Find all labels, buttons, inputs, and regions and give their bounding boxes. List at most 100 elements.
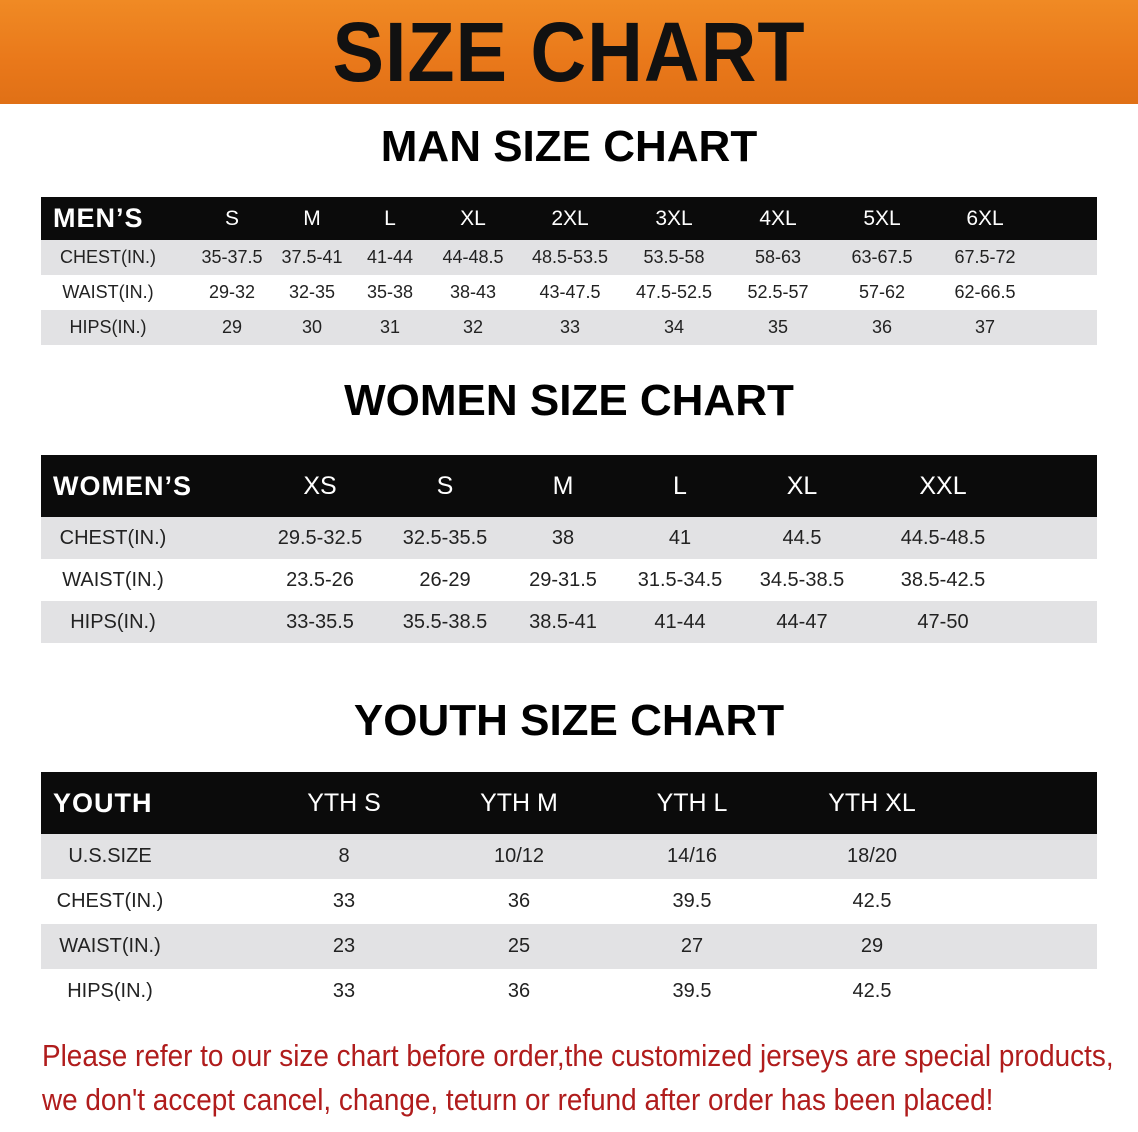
measurement-cell: 36	[507, 890, 531, 912]
measurement-cell: 44-48.5	[442, 247, 504, 267]
men-size-table: MEN’S S M L XL 2XL 3XL 4XL 5XL 6XL CHEST(IN.) 35-37…	[41, 197, 1097, 345]
measurement-cell: 47-50	[917, 610, 969, 633]
measurement-cell: 27	[680, 935, 704, 957]
table-row: WAIST(IN.) 23.5-26 26-29 29-31.5 31.5-34.5 34…	[41, 559, 1097, 601]
measurement-cell: 58-63	[754, 247, 802, 267]
notice-line-2: we don't accept cancel, change, teturn o…	[42, 1082, 994, 1117]
measurement-cell: 67.5-72	[954, 247, 1016, 267]
youth-size-table: YOUTH YTH S YTH M YTH L YTH XL U.S.SIZE 8 10/12…	[41, 772, 1097, 1014]
table-row: WAIST(IN.) 23 25 27 29	[41, 924, 1097, 969]
row-label: CHEST(IN.)	[60, 247, 156, 267]
size-column-header: 3XL	[655, 206, 693, 230]
measurement-cell: 23	[332, 935, 356, 957]
banner-title: SIZE CHART	[332, 4, 806, 99]
size-column-header: S	[436, 471, 454, 500]
measurement-cell: 29	[221, 317, 243, 337]
size-column-header: YTH L	[656, 788, 728, 817]
men-section-title: MAN SIZE CHART	[380, 122, 758, 171]
measurement-cell: 53.5-58	[643, 247, 705, 267]
women-size-table: WOMEN’S XS S M L XL XXL CHEST(IN.) 29.5-32.5 32.5…	[41, 455, 1097, 643]
measurement-cell: 52.5-57	[747, 282, 809, 302]
size-column-header: YTH M	[480, 788, 558, 817]
measurement-cell: 39.5	[672, 890, 712, 912]
table-header-label: MEN’S	[53, 203, 144, 233]
row-label: WAIST(IN.)	[59, 935, 161, 957]
measurement-cell: 38	[551, 526, 575, 549]
row-label: WAIST(IN.)	[62, 282, 154, 302]
measurement-cell: 42.5	[852, 980, 892, 1002]
measurement-cell: 38.5-41	[529, 610, 597, 633]
table-header-label: WOMEN’S	[53, 470, 192, 501]
measurement-cell: 33-35.5	[286, 610, 354, 633]
measurement-cell: 29-31.5	[529, 568, 597, 591]
row-label: CHEST(IN.)	[56, 890, 164, 912]
measurement-cell: 41	[668, 526, 692, 549]
size-column-header: 6XL	[966, 206, 1004, 230]
measurement-cell: 35.5-38.5	[402, 610, 488, 633]
measurement-cell: 41-44	[654, 610, 706, 633]
measurement-cell: 35	[767, 317, 789, 337]
row-label: CHEST(IN.)	[59, 526, 167, 549]
measurement-cell: 32-35	[288, 282, 336, 302]
measurement-cell: 10/12	[493, 845, 545, 867]
banner: SIZE CHART	[0, 0, 1138, 104]
measurement-cell: 35-37.5	[201, 247, 263, 267]
measurement-cell: 34	[663, 317, 685, 337]
table-row: HIPS(IN.) 29 30 31 32 33 34 35 36 37	[41, 310, 1097, 345]
measurement-cell: 36	[871, 317, 893, 337]
size-column-header: 2XL	[551, 206, 589, 230]
measurement-cell: 62-66.5	[954, 282, 1016, 302]
size-column-header: L	[673, 471, 687, 500]
measurement-cell: 18/20	[846, 845, 898, 867]
table-row: CHEST(IN.) 35-37.5 37.5-41 41-44 44-48.5 48.5…	[41, 240, 1097, 275]
row-label: HIPS(IN.)	[70, 610, 156, 633]
measurement-cell: 63-67.5	[851, 247, 913, 267]
table-row: WAIST(IN.) 29-32 32-35 35-38 38-43 43-47.5 47.…	[41, 275, 1097, 310]
size-column-header: YTH XL	[828, 788, 916, 817]
measurement-cell: 32.5-35.5	[402, 526, 488, 549]
size-column-header: XXL	[919, 471, 967, 500]
men-header-row: MEN’S S M L XL 2XL 3XL 4XL 5XL 6XL	[41, 197, 1097, 240]
measurement-cell: 32	[462, 317, 484, 337]
measurement-cell: 26-29	[419, 568, 471, 591]
measurement-cell: 37	[974, 317, 996, 337]
women-section-title: WOMEN SIZE CHART	[344, 376, 794, 425]
measurement-cell: 37.5-41	[281, 247, 343, 267]
measurement-cell: 44.5	[782, 526, 822, 549]
youth-section-title: YOUTH SIZE CHART	[353, 696, 785, 745]
size-column-header: 5XL	[863, 206, 901, 230]
measurement-cell: 39.5	[672, 980, 712, 1002]
measurement-cell: 33	[332, 890, 356, 912]
measurement-cell: 47.5-52.5	[635, 282, 713, 302]
notice-line-1: Please refer to our size chart before or…	[42, 1038, 1114, 1073]
measurement-cell: 31	[379, 317, 401, 337]
size-column-header: 4XL	[759, 206, 797, 230]
table-header-label: YOUTH	[53, 787, 153, 818]
table-row: HIPS(IN.) 33 36 39.5 42.5	[41, 969, 1097, 1014]
women-header-row: WOMEN’S XS S M L XL XXL	[41, 455, 1097, 517]
size-column-header: XL	[786, 471, 818, 500]
size-column-header: XS	[303, 471, 337, 500]
measurement-cell: 43-47.5	[539, 282, 601, 302]
measurement-cell: 29-32	[208, 282, 256, 302]
measurement-cell: 44-47	[776, 610, 828, 633]
measurement-cell: 14/16	[666, 845, 718, 867]
measurement-cell: 23.5-26	[286, 568, 354, 591]
measurement-cell: 44.5-48.5	[900, 526, 986, 549]
size-column-header: L	[384, 206, 396, 230]
measurement-cell: 29	[860, 935, 884, 957]
measurement-cell: 41-44	[366, 247, 414, 267]
measurement-cell: 33	[559, 317, 581, 337]
size-column-header: S	[224, 206, 240, 230]
measurement-cell: 29.5-32.5	[277, 526, 363, 549]
measurement-cell: 48.5-53.5	[531, 247, 609, 267]
measurement-cell: 42.5	[852, 890, 892, 912]
size-column-header: YTH S	[307, 788, 381, 817]
size-column-header: M	[303, 206, 321, 230]
measurement-cell: 38-43	[449, 282, 497, 302]
table-row: CHEST(IN.) 33 36 39.5 42.5	[41, 879, 1097, 924]
measurement-cell: 38.5-42.5	[900, 568, 986, 591]
measurement-cell: 30	[301, 317, 323, 337]
size-column-header: XL	[460, 206, 486, 230]
table-row: HIPS(IN.) 33-35.5 35.5-38.5 38.5-41 41-44 44-…	[41, 601, 1097, 643]
